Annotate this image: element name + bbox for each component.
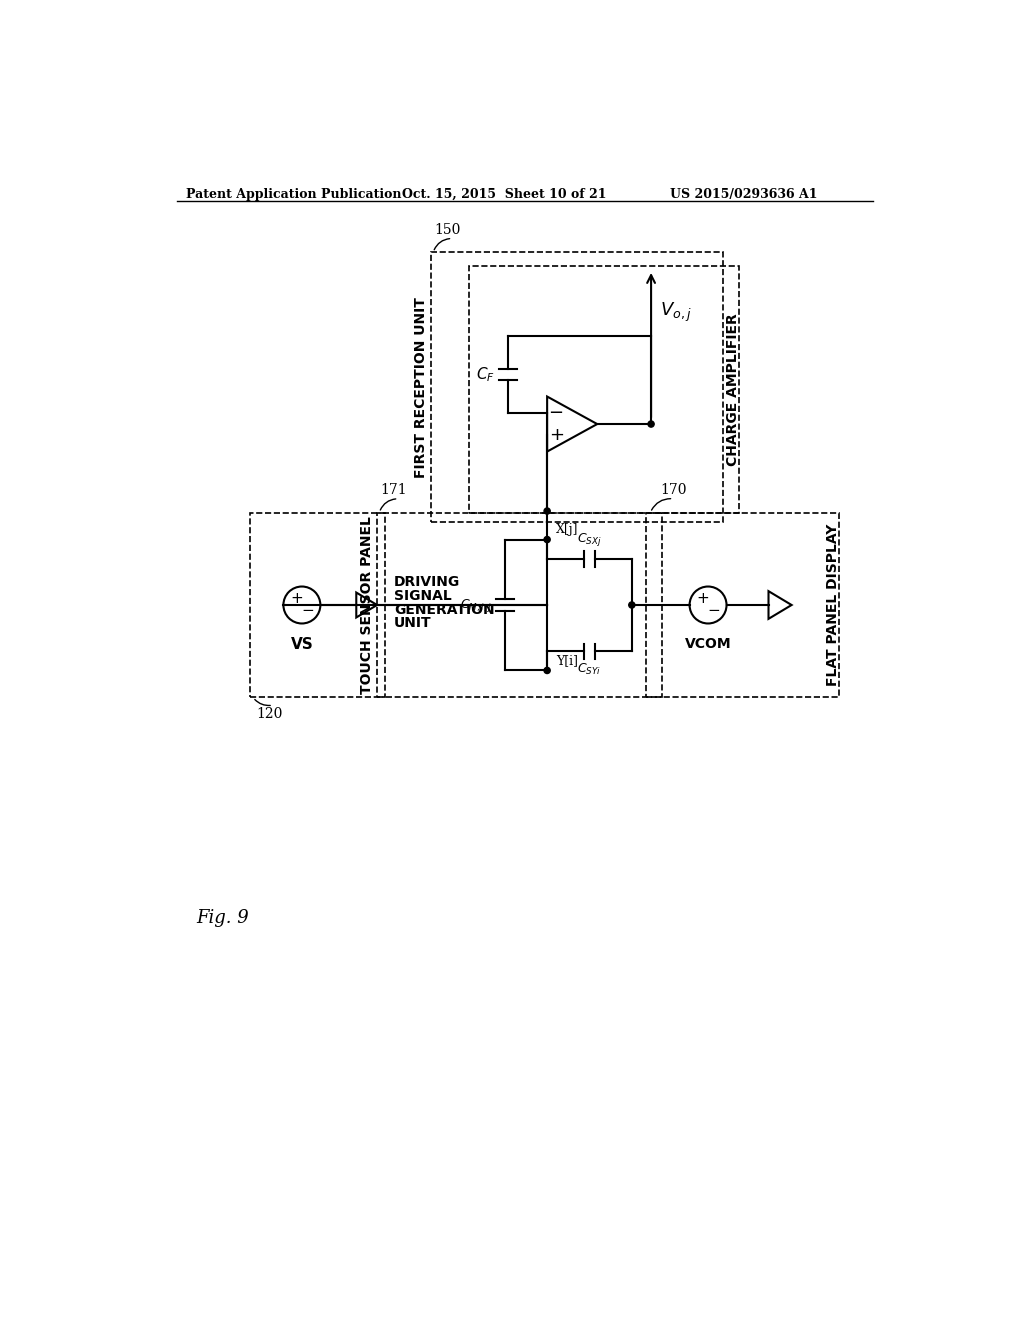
Text: GENERATION: GENERATION — [394, 603, 495, 616]
Text: −: − — [549, 404, 563, 422]
Text: Y[i]: Y[i] — [556, 655, 579, 668]
Bar — [469, 267, 739, 512]
Text: DRIVING: DRIVING — [394, 576, 460, 589]
Circle shape — [544, 536, 550, 543]
Text: +: + — [290, 591, 303, 606]
Text: UNIT: UNIT — [394, 616, 431, 631]
Text: Patent Application Publication: Patent Application Publication — [186, 187, 401, 201]
Text: +: + — [696, 591, 709, 606]
Text: 150: 150 — [435, 223, 461, 238]
Circle shape — [544, 508, 550, 515]
Circle shape — [648, 421, 654, 428]
Text: VCOM: VCOM — [685, 638, 731, 651]
Text: 170: 170 — [660, 483, 687, 498]
Text: US 2015/0293636 A1: US 2015/0293636 A1 — [670, 187, 817, 201]
Text: Oct. 15, 2015  Sheet 10 of 21: Oct. 15, 2015 Sheet 10 of 21 — [401, 187, 606, 201]
Text: $C_{M,i,j}$: $C_{M,i,j}$ — [460, 597, 492, 614]
Text: TOUCH SENSOR PANEL: TOUCH SENSOR PANEL — [359, 516, 374, 694]
Circle shape — [629, 602, 635, 609]
Text: $C_{SXj}$: $C_{SXj}$ — [578, 531, 602, 548]
Bar — [377, 512, 662, 697]
Text: +: + — [549, 426, 563, 444]
Text: $C_F$: $C_F$ — [476, 364, 495, 384]
Bar — [431, 252, 724, 521]
Text: X[j]: X[j] — [556, 524, 579, 536]
Text: FLAT PANEL DISPLAY: FLAT PANEL DISPLAY — [825, 524, 840, 686]
Circle shape — [544, 668, 550, 673]
Bar — [646, 512, 839, 697]
Text: Fig. 9: Fig. 9 — [196, 909, 249, 927]
Text: SIGNAL: SIGNAL — [394, 589, 452, 603]
Bar — [250, 512, 385, 697]
Text: $V_{o,j}$: $V_{o,j}$ — [660, 301, 692, 323]
Text: 171: 171 — [381, 483, 408, 498]
Text: CHARGE AMPLIFIER: CHARGE AMPLIFIER — [726, 313, 739, 466]
Text: VS: VS — [291, 638, 313, 652]
Text: −: − — [708, 603, 720, 618]
Text: FIRST RECEPTION UNIT: FIRST RECEPTION UNIT — [414, 297, 428, 478]
Text: 120: 120 — [256, 706, 283, 721]
Text: $C_{SYi}$: $C_{SYi}$ — [578, 663, 601, 677]
Text: −: − — [301, 603, 313, 618]
